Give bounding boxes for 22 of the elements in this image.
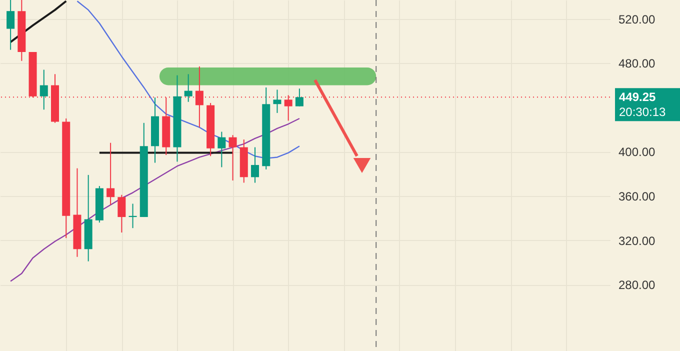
y-tick-label: 480.00 xyxy=(618,56,656,71)
candlestick xyxy=(295,88,304,107)
candlestick xyxy=(40,69,48,110)
candlestick xyxy=(128,203,137,229)
y-tick-label: 400.00 xyxy=(618,145,656,160)
line-series xyxy=(10,118,300,282)
candlestick xyxy=(218,131,226,168)
y-tick-label: 320.00 xyxy=(618,234,656,248)
candlestick xyxy=(251,146,259,184)
text: 20:30:13 xyxy=(619,105,666,120)
candlestick xyxy=(6,0,15,50)
ref-line-label: 449.25 xyxy=(619,90,656,104)
candlestick xyxy=(184,74,192,102)
candlestick xyxy=(273,89,282,114)
line-series xyxy=(10,0,68,44)
candlestick xyxy=(118,194,126,234)
y-tick-label: 280.00 xyxy=(618,278,656,292)
y-tick-label: 520.00 xyxy=(618,12,656,26)
candlestick xyxy=(106,142,115,206)
y-tick-label: 360.00 xyxy=(618,189,656,204)
line-series xyxy=(76,0,300,159)
candlestick xyxy=(228,134,237,181)
